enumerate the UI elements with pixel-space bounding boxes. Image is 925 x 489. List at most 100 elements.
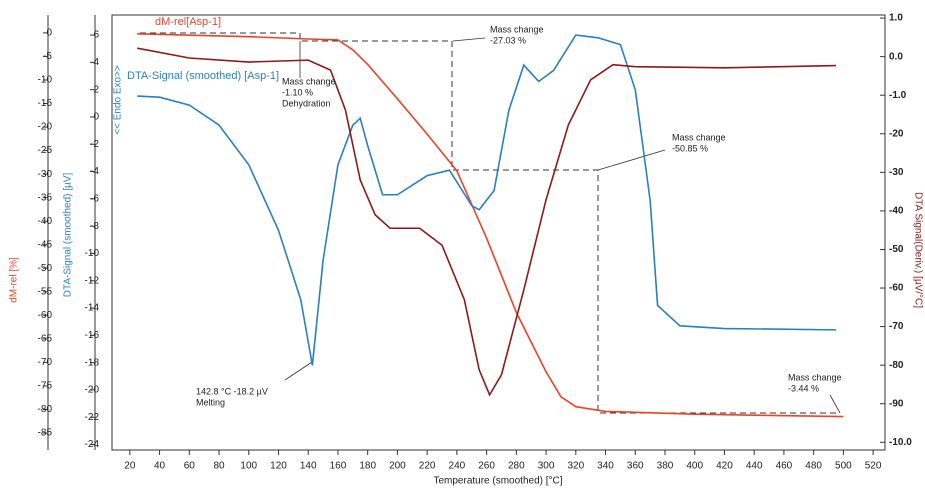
y3-tick-label: -60 xyxy=(889,283,904,294)
x-tick-label: 20 xyxy=(124,461,136,472)
annotation: 142.8 °C -18.2 µV xyxy=(196,386,268,396)
x-tick-label: 380 xyxy=(657,461,674,472)
y-tick-label: -70 xyxy=(38,357,53,368)
y-tick-label: -25 xyxy=(38,145,53,156)
y-tick-label: -80 xyxy=(38,404,53,415)
y2-tick-label: -2 xyxy=(90,139,99,150)
y3-tick-label: -1.0 xyxy=(889,90,907,101)
y2-tick-label: 6 xyxy=(93,30,99,41)
y2-tick-label: -22 xyxy=(85,412,100,423)
leader xyxy=(597,149,666,171)
annotation: -50.85 % xyxy=(672,143,708,153)
plot-frame xyxy=(111,14,886,451)
x-tick-label: 40 xyxy=(154,461,166,472)
legend-label: dM-rel[Asp-1] xyxy=(155,16,221,28)
x-tick-label: 320 xyxy=(567,461,584,472)
x-tick-label: 300 xyxy=(538,461,555,472)
annotation: Dehydration xyxy=(282,98,331,108)
y2-tick-label: -10 xyxy=(85,248,100,259)
x-tick-label: 480 xyxy=(805,461,822,472)
annotation: -1.10 % xyxy=(282,87,313,97)
step-lines xyxy=(140,32,840,414)
leader xyxy=(284,361,313,381)
y3-tick-label: -70 xyxy=(889,321,904,332)
y-axis-title: dM-rel [%] xyxy=(9,257,20,303)
annotation: Mass change xyxy=(672,132,726,142)
annotation: -27.03 % xyxy=(490,35,526,45)
x-tick-label: 60 xyxy=(184,461,196,472)
y3-axis-title: DTA Signal(Deriv.) [µV/°C] xyxy=(912,192,923,308)
y-tick-label: 0 xyxy=(46,28,52,39)
x-tick-label: 340 xyxy=(597,461,614,472)
annotation: Mass change xyxy=(788,372,842,382)
leader xyxy=(829,394,841,414)
y3-tick-label: -50 xyxy=(889,244,904,255)
y2-axis-title: DTA-Signal (smoothed) [µV] xyxy=(63,173,74,298)
x-tick-label: 80 xyxy=(213,461,225,472)
x-tick-label: 500 xyxy=(835,461,852,472)
y2-tick-label: -8 xyxy=(90,221,99,232)
leader xyxy=(452,37,486,42)
y-tick-label: -55 xyxy=(38,286,53,297)
y-tick-label: -85 xyxy=(38,428,53,439)
x-tick-label: 180 xyxy=(359,461,376,472)
x-tick-label: 420 xyxy=(716,461,733,472)
x-tick-label: 280 xyxy=(508,461,525,472)
y-tick-label: -20 xyxy=(38,122,53,133)
y3-tick-label: 0.0 xyxy=(889,51,903,62)
x-tick-label: 200 xyxy=(389,461,406,472)
y-tick-label: -45 xyxy=(38,239,53,250)
y-tick-label: -10 xyxy=(38,75,53,86)
annotation: Mass change xyxy=(282,76,336,86)
y-tick-label: -5 xyxy=(43,51,52,62)
series-line xyxy=(137,47,836,397)
y-tick-label: -35 xyxy=(38,192,53,203)
x-tick-label: 220 xyxy=(419,461,436,472)
x-tick-label: 460 xyxy=(776,461,793,472)
series-line xyxy=(137,33,844,418)
y-tick-label: -15 xyxy=(38,98,53,109)
y3-tick-label: 1.0 xyxy=(889,13,903,24)
annotation: -3.44 % xyxy=(788,383,819,393)
direction-label: << Endo Exo>> xyxy=(113,65,124,135)
y-tick-label: -40 xyxy=(38,216,53,227)
y2-tick-label: -20 xyxy=(85,385,100,396)
x-tick-label: 140 xyxy=(300,461,317,472)
annotation: Melting xyxy=(196,397,225,407)
y3-tick-label: -30 xyxy=(889,167,904,178)
y3-tick-label: -20 xyxy=(889,128,904,139)
x-tick-label: 360 xyxy=(627,461,644,472)
y2-tick-label: 4 xyxy=(93,57,99,68)
y2-tick-label: -16 xyxy=(85,330,100,341)
y3-tick-label: -90 xyxy=(889,398,904,409)
y2-tick-label: -4 xyxy=(90,166,99,177)
x-tick-label: 260 xyxy=(478,461,495,472)
annotation: Mass change xyxy=(490,24,544,34)
y-tick-label: -30 xyxy=(38,169,53,180)
series-line xyxy=(137,34,836,366)
legend-label: DTA-Signal (smoothed) [Asp-1] xyxy=(127,70,279,82)
x-tick-label: 520 xyxy=(865,461,882,472)
y3-tick-label: -80 xyxy=(889,360,904,371)
y2-tick-label: -6 xyxy=(90,193,99,204)
y-tick-label: -75 xyxy=(38,381,53,392)
x-tick-label: 120 xyxy=(270,461,287,472)
y2-tick-label: 2 xyxy=(93,84,99,95)
x-tick-label: 440 xyxy=(746,461,763,472)
y3-tick-label: -40 xyxy=(889,206,904,217)
y3-tick-label: -10.0 xyxy=(889,437,912,448)
y2-tick-label: -18 xyxy=(85,357,100,368)
y2-tick-label: -14 xyxy=(85,303,100,314)
x-tick-label: 100 xyxy=(240,461,257,472)
y2-tick-label: 0 xyxy=(93,112,99,123)
x-axis-title: Temperature (smoothed) [°C] xyxy=(433,476,562,487)
x-tick-label: 400 xyxy=(686,461,703,472)
y2-tick-label: -24 xyxy=(85,439,100,450)
y-tick-label: -65 xyxy=(38,334,53,345)
x-tick-label: 240 xyxy=(449,461,466,472)
y2-tick-label: -12 xyxy=(85,275,100,286)
y-tick-label: -60 xyxy=(38,310,53,321)
y-tick-label: -50 xyxy=(38,263,53,274)
x-tick-label: 160 xyxy=(330,461,347,472)
